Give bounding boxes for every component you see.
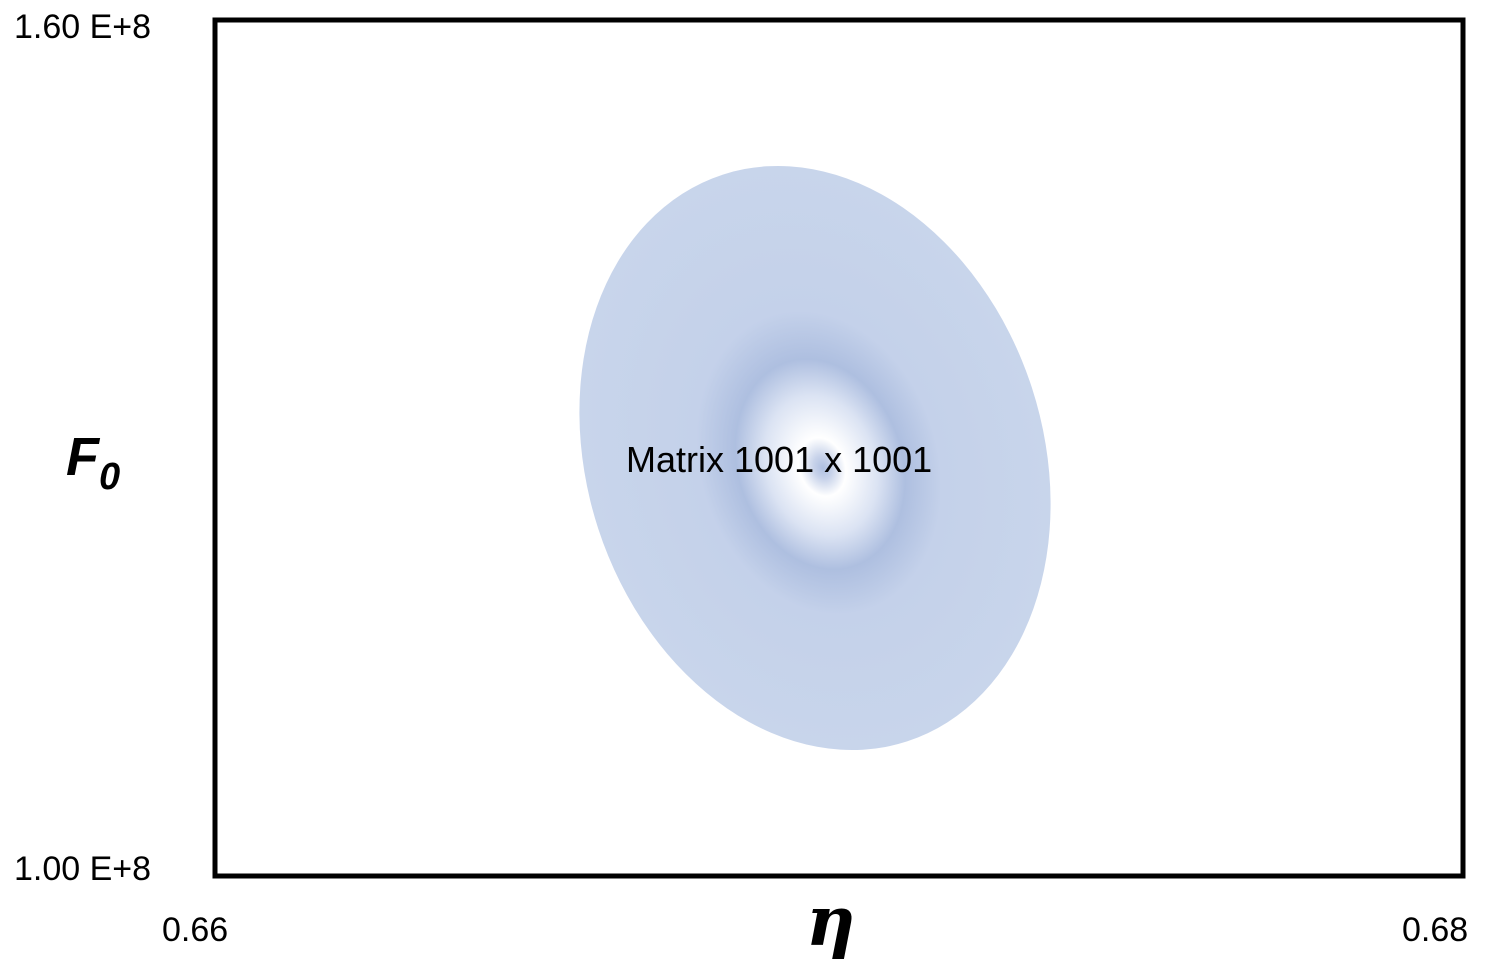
y-axis-label: F0 [66, 430, 120, 496]
y-axis-label-subscript: 0 [99, 456, 121, 498]
solution-region [579, 165, 1051, 751]
matrix-annotation: Matrix 1001 x 1001 [626, 439, 933, 480]
plot-frame [212, 17, 1466, 879]
solution-ellipse [579, 165, 1051, 751]
y-axis-label-main: F [66, 427, 99, 487]
x-axis-label: η [806, 882, 856, 962]
x-tick-left: 0.66 [162, 911, 229, 949]
y-tick-top: 1.60 E+8 [14, 8, 152, 46]
x-tick-right: 0.68 [1402, 911, 1469, 949]
y-tick-bottom: 1.00 E+8 [14, 850, 152, 888]
